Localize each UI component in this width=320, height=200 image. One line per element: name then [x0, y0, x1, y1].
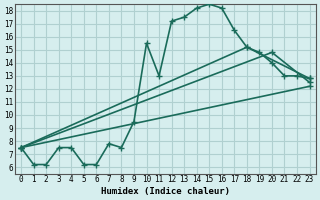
X-axis label: Humidex (Indice chaleur): Humidex (Indice chaleur)	[101, 187, 230, 196]
